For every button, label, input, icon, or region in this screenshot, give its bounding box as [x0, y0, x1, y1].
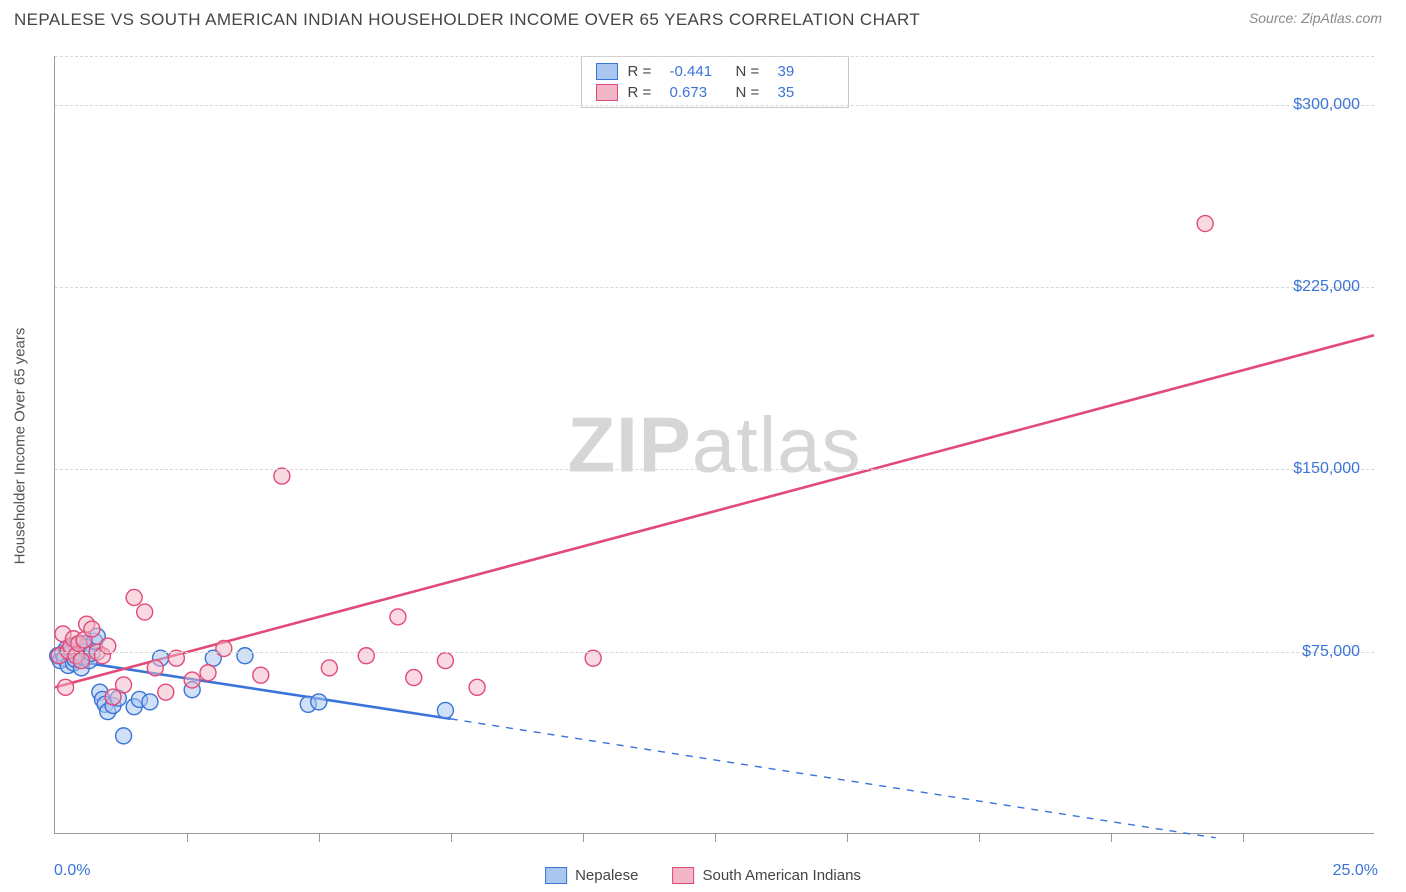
scatter-point-sai: [390, 609, 406, 625]
swatch-sai: [596, 84, 618, 101]
scatter-point-sai: [200, 665, 216, 681]
x-tick: [1243, 833, 1244, 842]
r-label: R =: [628, 84, 660, 101]
corr-row-nepalese: R = -0.441 N = 39: [582, 61, 848, 82]
r-value: -0.441: [670, 63, 726, 80]
gridline-h: [55, 56, 1374, 57]
x-tick: [979, 833, 980, 842]
scatter-point-sai: [253, 667, 269, 683]
scatter-point-sai: [158, 684, 174, 700]
x-tick: [451, 833, 452, 842]
x-tick: [187, 833, 188, 842]
n-label: N =: [736, 84, 768, 101]
x-tick: [583, 833, 584, 842]
r-value: 0.673: [670, 84, 726, 101]
correlation-legend: R = -0.441 N = 39 R = 0.673 N = 35: [581, 56, 849, 108]
scatter-point-sai: [274, 468, 290, 484]
chart-svg: [55, 56, 1374, 833]
scatter-point-sai: [126, 589, 142, 605]
scatter-point-nepalese: [116, 728, 132, 744]
legend-item-nepalese: Nepalese: [545, 867, 638, 884]
chart-title: NEPALESE VS SOUTH AMERICAN INDIAN HOUSEH…: [14, 10, 920, 30]
source-label: Source: ZipAtlas.com: [1249, 10, 1382, 26]
gridline-h: [55, 105, 1374, 106]
y-tick-label: $300,000: [1293, 96, 1360, 114]
scatter-point-nepalese: [237, 648, 253, 664]
y-tick-label: $150,000: [1293, 460, 1360, 478]
corr-row-sai: R = 0.673 N = 35: [582, 82, 848, 103]
x-axis-start: 0.0%: [54, 862, 90, 880]
scatter-point-sai: [321, 660, 337, 676]
scatter-point-sai: [58, 679, 74, 695]
x-tick: [715, 833, 716, 842]
scatter-point-sai: [1197, 216, 1213, 232]
scatter-point-sai: [84, 621, 100, 637]
gridline-h: [55, 469, 1374, 470]
legend-label: Nepalese: [575, 867, 638, 884]
scatter-point-sai: [137, 604, 153, 620]
y-tick-label: $75,000: [1302, 643, 1360, 661]
scatter-point-nepalese: [437, 702, 453, 718]
scatter-point-sai: [406, 670, 422, 686]
scatter-point-nepalese: [311, 694, 327, 710]
swatch-sai: [672, 867, 694, 884]
gridline-h: [55, 287, 1374, 288]
regression-dash-nepalese: [451, 719, 1216, 838]
scatter-point-nepalese: [142, 694, 158, 710]
r-label: R =: [628, 63, 660, 80]
scatter-point-sai: [147, 660, 163, 676]
scatter-point-sai: [358, 648, 374, 664]
plot-area: ZIPatlas R =-0.441N =39R =0.673N =35 $75…: [54, 56, 1374, 834]
swatch-nepalese: [596, 63, 618, 80]
x-tick: [1111, 833, 1112, 842]
n-value: 39: [778, 63, 834, 80]
x-axis-end: 25.0%: [1333, 862, 1378, 880]
scatter-point-sai: [73, 653, 89, 669]
y-axis-label: Householder Income Over 65 years: [12, 328, 29, 565]
y-tick-label: $225,000: [1293, 278, 1360, 296]
gridline-h: [55, 652, 1374, 653]
scatter-point-sai: [184, 672, 200, 688]
legend-label: South American Indians: [702, 867, 860, 884]
n-value: 35: [778, 84, 834, 101]
n-label: N =: [736, 63, 768, 80]
x-tick: [319, 833, 320, 842]
scatter-point-sai: [469, 679, 485, 695]
legend-item-sai: South American Indians: [672, 867, 860, 884]
series-legend: Nepalese South American Indians: [545, 867, 861, 884]
scatter-point-sai: [437, 653, 453, 669]
x-tick: [847, 833, 848, 842]
scatter-point-sai: [116, 677, 132, 693]
regression-line-sai: [55, 335, 1374, 687]
scatter-point-sai: [216, 640, 232, 656]
swatch-nepalese: [545, 867, 567, 884]
